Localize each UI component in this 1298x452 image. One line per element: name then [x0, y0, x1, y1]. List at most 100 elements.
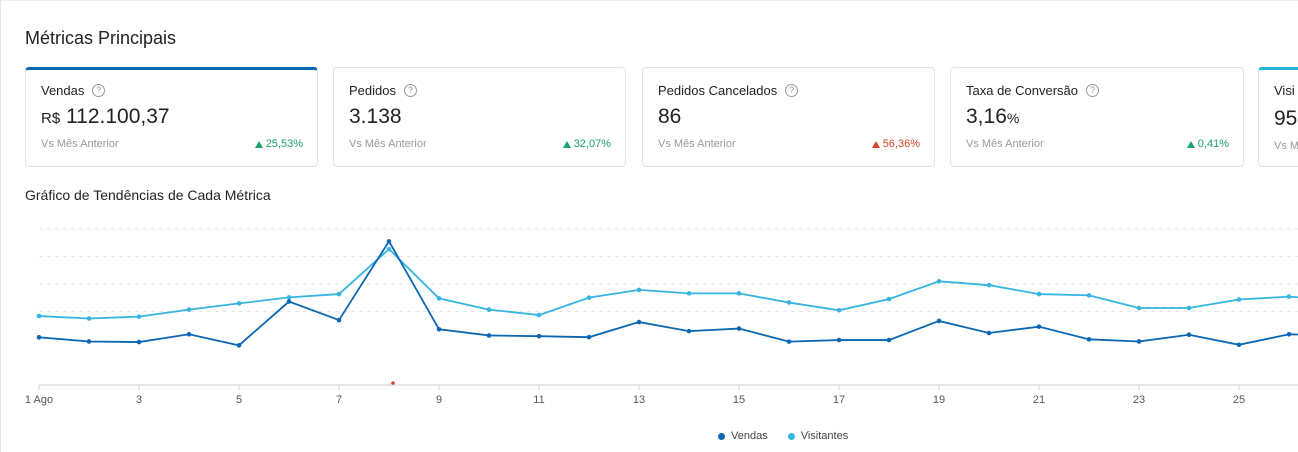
metric-label: Visi	[1274, 83, 1295, 98]
data-point-visitantes[interactable]	[1086, 293, 1092, 298]
legend-dot-visitantes	[787, 432, 795, 440]
data-point-vendas[interactable]	[1136, 339, 1142, 344]
data-point-vendas[interactable]	[786, 339, 792, 344]
x-tick-label: 17	[833, 394, 845, 406]
x-tick-label: 1 Ago	[25, 394, 53, 406]
x-tick-label: 3	[136, 394, 142, 406]
legend-label-vendas: Vendas	[731, 430, 768, 442]
data-point-vendas[interactable]	[1036, 324, 1042, 329]
metric-value-row: 3.138	[349, 105, 402, 129]
delta-value: 56,36%	[882, 138, 920, 150]
metric-value: 86	[658, 105, 682, 128]
x-tick-label: 11	[533, 394, 544, 406]
data-point-vendas[interactable]	[836, 337, 842, 343]
metric-card-3[interactable]: Pedidos Cancelados? 86 Vs Mês Anterior 56,3…	[642, 67, 935, 167]
metric-value-row: 95	[1274, 107, 1297, 131]
trend-chart: 1 Ago 3 5 7 9 11 13 15 17 19 21 23 25	[25, 228, 1298, 406]
data-point-vendas[interactable]	[736, 326, 742, 331]
data-point-vendas[interactable]	[136, 339, 142, 345]
comparison-label: Vs Mês Anterior	[41, 138, 119, 150]
data-point-visitantes[interactable]	[486, 307, 492, 312]
data-point-visitantes[interactable]	[386, 246, 392, 252]
delta-value: 0,41%	[1197, 138, 1229, 150]
data-point-vendas[interactable]	[986, 330, 992, 336]
data-point-visitantes[interactable]	[636, 287, 642, 293]
chart-legend: Vendas Visitantes	[718, 430, 848, 442]
x-tick-label: 23	[1133, 394, 1145, 406]
x-tick-label: 19	[933, 394, 945, 406]
data-point-visitantes[interactable]	[1136, 305, 1142, 311]
x-tick-label: 7	[336, 394, 342, 406]
data-point-visitantes[interactable]	[736, 291, 742, 296]
data-point-visitantes[interactable]	[336, 291, 342, 297]
data-point-visitantes[interactable]	[1286, 294, 1292, 299]
data-point-visitantes[interactable]	[586, 295, 592, 300]
metric-card-5[interactable]: Visi 95 Vs M	[1258, 67, 1298, 167]
data-point-visitantes[interactable]	[436, 296, 442, 301]
data-point-vendas[interactable]	[686, 328, 692, 334]
help-icon[interactable]: ?	[92, 84, 106, 97]
series-line-vendas	[38, 239, 1298, 347]
data-point-visitantes[interactable]	[136, 314, 142, 319]
x-tick-label: 21	[1033, 394, 1045, 406]
legend-item-vendas[interactable]: Vendas	[718, 430, 768, 442]
help-icon[interactable]: ?	[785, 84, 799, 97]
data-point-vendas[interactable]	[1186, 332, 1192, 338]
help-icon[interactable]: ?	[1086, 84, 1100, 97]
metric-value: 112.100,37	[66, 105, 170, 128]
data-point-visitantes[interactable]	[86, 316, 92, 321]
metric-label-row: Pedidos Cancelados?	[658, 83, 799, 98]
data-point-visitantes[interactable]	[236, 301, 242, 306]
data-point-vendas[interactable]	[436, 326, 442, 332]
data-point-visitantes[interactable]	[936, 278, 942, 284]
data-point-visitantes[interactable]	[536, 312, 542, 318]
data-point-vendas[interactable]	[636, 319, 642, 325]
help-icon[interactable]: ?	[403, 84, 417, 97]
data-point-vendas[interactable]	[586, 334, 592, 340]
data-point-visitantes[interactable]	[1036, 291, 1042, 297]
legend-item-visitantes[interactable]: Visitantes	[787, 430, 849, 442]
data-point-visitantes[interactable]	[1186, 305, 1192, 311]
data-point-visitantes[interactable]	[986, 282, 992, 288]
data-point-visitantes[interactable]	[1236, 297, 1242, 302]
data-point-vendas[interactable]	[286, 299, 292, 304]
data-point-vendas[interactable]	[886, 337, 892, 343]
data-point-visitantes[interactable]	[686, 291, 692, 296]
data-point-vendas[interactable]	[486, 333, 492, 338]
metric-label: Pedidos Cancelados	[658, 83, 778, 98]
data-point-visitantes[interactable]	[36, 313, 42, 319]
metric-card-2[interactable]: Pedidos? 3.138 Vs Mês Anterior 32,07%	[333, 67, 626, 167]
data-point-vendas[interactable]	[336, 317, 342, 323]
data-point-vendas[interactable]	[36, 335, 42, 340]
comparison-label: Vs Mês Anterior	[349, 138, 427, 150]
x-tick-label: 5	[236, 394, 242, 406]
value-suffix: %	[1006, 110, 1020, 126]
data-point-vendas[interactable]	[1086, 337, 1092, 342]
data-point-vendas[interactable]	[86, 339, 92, 344]
data-point-vendas[interactable]	[236, 343, 242, 348]
data-point-vendas[interactable]	[1236, 342, 1242, 348]
triangle-up-icon	[871, 140, 880, 148]
data-point-vendas[interactable]	[186, 331, 192, 337]
marker-dot	[391, 381, 395, 385]
data-point-vendas[interactable]	[536, 333, 542, 339]
page-title: Métricas Principais	[25, 28, 177, 48]
data-point-vendas[interactable]	[386, 239, 392, 244]
data-point-visitantes[interactable]	[186, 307, 192, 312]
metric-value-row: R$ 112.100,37	[41, 105, 170, 129]
metric-card-1[interactable]: Vendas? R$ 112.100,37 Vs Mês Anterior 25,53…	[25, 67, 318, 167]
metric-delta: 0,41%	[1186, 138, 1229, 150]
data-point-visitantes[interactable]	[286, 295, 292, 300]
legend-label-visitantes: Visitantes	[800, 430, 849, 442]
data-point-visitantes[interactable]	[886, 296, 892, 302]
metric-value: 3.138	[349, 105, 402, 128]
comparison-label: Vs M	[1274, 140, 1298, 152]
data-point-vendas[interactable]	[1286, 331, 1292, 337]
data-point-visitantes[interactable]	[836, 308, 842, 313]
metric-delta: 32,07%	[562, 138, 611, 150]
data-point-vendas[interactable]	[936, 318, 942, 324]
metric-card-4[interactable]: Taxa de Conversão? 3,16% Vs Mês Anterior 0,…	[950, 67, 1244, 167]
x-tick-label: 25	[1233, 394, 1245, 406]
data-point-visitantes[interactable]	[786, 300, 792, 305]
